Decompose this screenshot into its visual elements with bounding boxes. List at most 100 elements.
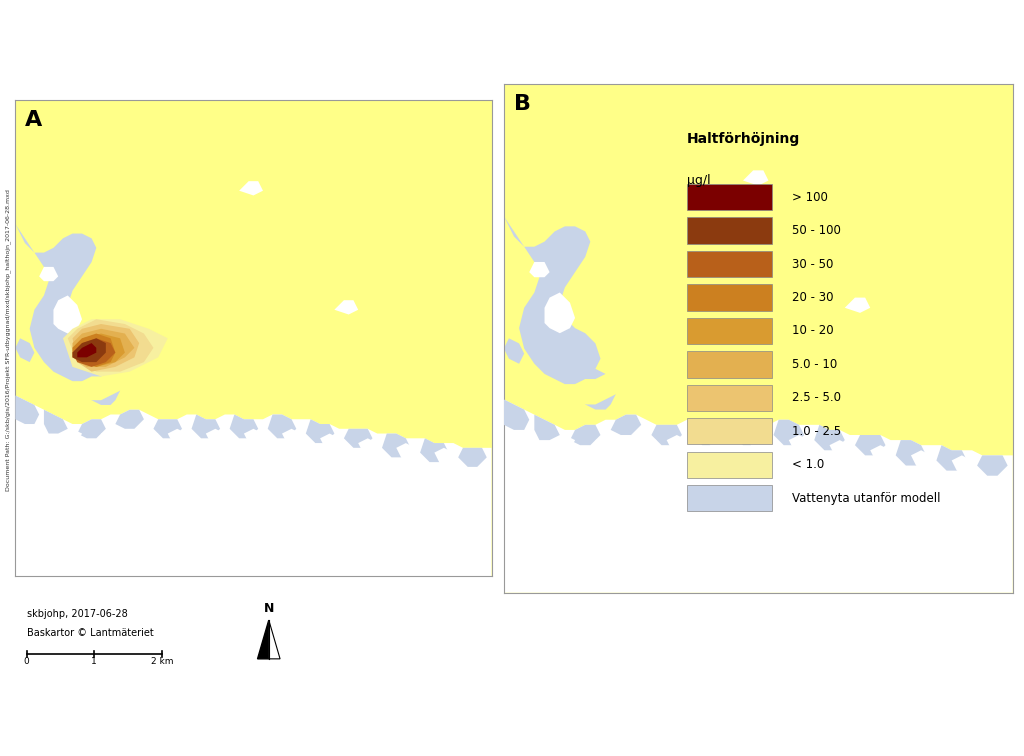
Polygon shape <box>73 339 116 367</box>
Text: 5.0 - 10: 5.0 - 10 <box>792 358 838 371</box>
Polygon shape <box>268 620 280 658</box>
Polygon shape <box>73 339 105 362</box>
Polygon shape <box>743 170 768 186</box>
Polygon shape <box>63 429 82 443</box>
FancyBboxPatch shape <box>687 385 772 411</box>
Polygon shape <box>244 429 263 443</box>
Polygon shape <box>951 455 972 471</box>
Polygon shape <box>504 399 529 430</box>
FancyBboxPatch shape <box>687 251 772 277</box>
Text: 2.5 - 5.0: 2.5 - 5.0 <box>792 392 841 404</box>
Polygon shape <box>139 429 159 443</box>
Polygon shape <box>335 300 358 314</box>
Text: B: B <box>514 94 531 114</box>
Polygon shape <box>570 425 600 445</box>
Text: Document Path: G:/skb/gis/2016/Projekt SFR-utbyggnad/mxd/skbjohp_halthojn_2017-0: Document Path: G:/skb/gis/2016/Projekt S… <box>5 189 11 491</box>
Polygon shape <box>53 296 82 333</box>
Polygon shape <box>116 410 144 429</box>
Polygon shape <box>636 435 656 451</box>
Polygon shape <box>575 369 615 410</box>
Polygon shape <box>15 339 35 362</box>
Polygon shape <box>44 410 68 433</box>
Polygon shape <box>229 414 258 438</box>
Polygon shape <box>396 443 416 457</box>
Polygon shape <box>708 435 728 451</box>
Polygon shape <box>82 367 120 405</box>
Polygon shape <box>855 435 886 455</box>
Polygon shape <box>68 319 154 372</box>
Polygon shape <box>749 435 768 451</box>
Polygon shape <box>321 433 339 448</box>
Text: 10 - 20: 10 - 20 <box>792 324 834 337</box>
Polygon shape <box>344 429 373 448</box>
Polygon shape <box>258 620 268 658</box>
Polygon shape <box>667 435 687 451</box>
Polygon shape <box>845 298 870 313</box>
Polygon shape <box>240 181 263 196</box>
Polygon shape <box>529 262 550 277</box>
Polygon shape <box>788 435 809 451</box>
Polygon shape <box>101 429 120 443</box>
Polygon shape <box>595 435 615 451</box>
Polygon shape <box>73 329 134 367</box>
Polygon shape <box>206 429 225 443</box>
Polygon shape <box>73 333 116 367</box>
Polygon shape <box>911 451 931 466</box>
Polygon shape <box>15 395 39 424</box>
Polygon shape <box>73 324 139 372</box>
Polygon shape <box>936 445 967 471</box>
Polygon shape <box>15 395 492 576</box>
Polygon shape <box>306 420 335 443</box>
Text: 0: 0 <box>24 657 30 666</box>
FancyBboxPatch shape <box>687 485 772 511</box>
Polygon shape <box>504 216 600 384</box>
Text: µg/l: µg/l <box>687 174 711 187</box>
Polygon shape <box>39 267 58 281</box>
Polygon shape <box>651 425 682 445</box>
Polygon shape <box>267 414 296 438</box>
Polygon shape <box>77 343 96 358</box>
Text: N: N <box>263 603 274 615</box>
FancyBboxPatch shape <box>687 418 772 445</box>
Text: 50 - 100: 50 - 100 <box>792 224 841 237</box>
Polygon shape <box>814 425 845 451</box>
Polygon shape <box>458 448 486 467</box>
Polygon shape <box>504 339 524 364</box>
Polygon shape <box>773 420 804 445</box>
FancyBboxPatch shape <box>687 218 772 243</box>
Polygon shape <box>870 445 891 460</box>
Text: A: A <box>25 110 42 130</box>
Polygon shape <box>15 224 105 381</box>
Polygon shape <box>282 429 301 443</box>
Polygon shape <box>555 435 575 451</box>
Polygon shape <box>420 438 449 462</box>
Polygon shape <box>77 420 105 438</box>
FancyBboxPatch shape <box>687 451 772 478</box>
Polygon shape <box>382 433 411 457</box>
Polygon shape <box>977 455 1008 476</box>
Text: Haltförhöjning: Haltförhöjning <box>687 132 801 146</box>
FancyBboxPatch shape <box>687 184 772 210</box>
Polygon shape <box>77 372 125 400</box>
Polygon shape <box>733 420 763 445</box>
Text: 20 - 30: 20 - 30 <box>792 291 834 304</box>
Text: 1.0 - 2.5: 1.0 - 2.5 <box>792 425 841 438</box>
Polygon shape <box>504 399 1013 593</box>
FancyBboxPatch shape <box>687 284 772 311</box>
Text: skbjohp, 2017-06-28: skbjohp, 2017-06-28 <box>27 609 127 619</box>
Text: 1: 1 <box>91 657 97 666</box>
Polygon shape <box>692 420 723 445</box>
Polygon shape <box>63 319 168 376</box>
Text: < 1.0: < 1.0 <box>792 458 824 471</box>
Text: Baskartor © Lantmäteriet: Baskartor © Lantmäteriet <box>27 628 154 638</box>
Polygon shape <box>168 429 186 443</box>
Polygon shape <box>524 440 545 455</box>
Text: Vattenyta utanför modell: Vattenyta utanför modell <box>792 491 940 505</box>
Polygon shape <box>434 448 454 462</box>
Text: > 100: > 100 <box>792 191 827 203</box>
Polygon shape <box>191 414 220 438</box>
Text: 30 - 50: 30 - 50 <box>792 258 834 271</box>
Polygon shape <box>896 440 927 466</box>
Polygon shape <box>35 433 53 448</box>
Polygon shape <box>610 414 641 435</box>
